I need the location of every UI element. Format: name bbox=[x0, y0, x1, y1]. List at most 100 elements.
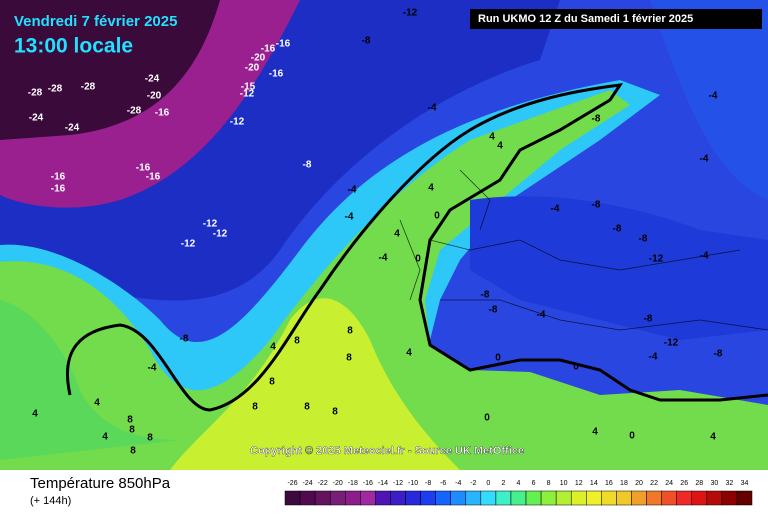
colorbar-cell bbox=[601, 490, 617, 506]
isotherm-label: 0 bbox=[573, 362, 579, 373]
colorbar-label: 0 bbox=[486, 480, 490, 487]
colorbar-label: -4 bbox=[455, 480, 461, 487]
colorbar-cell bbox=[676, 490, 692, 506]
colorbar-cell bbox=[375, 490, 391, 506]
isotherm-label: 4 bbox=[497, 141, 503, 152]
colorbar-label: 24 bbox=[665, 480, 673, 487]
copyright: Copyright © 2025 Meteociel.fr - Source U… bbox=[250, 445, 524, 457]
isotherm-label: -12 bbox=[403, 8, 418, 19]
colorbar-cell bbox=[329, 490, 346, 506]
isotherm-label: -8 bbox=[639, 234, 648, 245]
isotherm-label: 8 bbox=[147, 433, 153, 444]
isotherm-label: -20 bbox=[147, 91, 162, 102]
isotherm-label: -24 bbox=[145, 74, 160, 85]
isotherm-label: 8 bbox=[346, 353, 352, 364]
isotherm-label: -28 bbox=[28, 88, 43, 99]
isotherm-label: -8 bbox=[303, 160, 312, 171]
isotherm-label: -8 bbox=[592, 200, 601, 211]
isotherm-label: 4 bbox=[94, 398, 100, 409]
colorbar-label: -24 bbox=[303, 480, 313, 487]
isotherm-label: -16 bbox=[51, 184, 66, 195]
isotherm-label: -16 bbox=[146, 172, 161, 183]
colorbar-label: -16 bbox=[363, 480, 373, 487]
coastlines bbox=[65, 83, 768, 412]
isotherm-label: 0 bbox=[415, 254, 421, 265]
colorbar-cell bbox=[495, 490, 512, 506]
colorbar: -26 -24 -22 -20 -18 -16 -14 -12 -10 -8 -6 -4 -2 0 2 4 6 8… bbox=[284, 480, 753, 506]
isotherm-label: -8 bbox=[592, 114, 601, 125]
colorbar-label: 8 bbox=[547, 480, 551, 487]
colorbar-label: -2 bbox=[470, 480, 476, 487]
isotherm-label: -16 bbox=[276, 39, 291, 50]
colorbar-label: 4 bbox=[517, 480, 521, 487]
isotherm-label: -20 bbox=[245, 63, 260, 74]
isotherm-label: 0 bbox=[484, 413, 490, 424]
isotherm-label: -15 bbox=[241, 82, 256, 93]
run-info: Run UKMO 12 Z du Samedi 1 février 2025 bbox=[478, 13, 693, 25]
colorbar-cell bbox=[555, 490, 572, 506]
lead-time: (+ 144h) bbox=[30, 495, 71, 507]
isotherm-label: 4 bbox=[592, 427, 598, 438]
isotherm-label: -4 bbox=[345, 212, 354, 223]
borders bbox=[399, 169, 768, 331]
isotherm-label: 4 bbox=[32, 409, 38, 420]
isotherm-label: -16 bbox=[269, 69, 284, 80]
colorbar-cell bbox=[736, 490, 753, 506]
isotherm-label: 8 bbox=[252, 402, 258, 413]
isotherm-label: 4 bbox=[428, 183, 434, 194]
isotherm-label: -4 bbox=[700, 154, 709, 165]
colorbar-cell bbox=[631, 490, 647, 506]
colorbar-cell bbox=[360, 490, 376, 506]
colorbar-cell bbox=[345, 490, 361, 506]
map-background bbox=[0, 0, 768, 470]
isotherm-label: -4 bbox=[348, 185, 357, 196]
colorbar-cell bbox=[510, 490, 527, 506]
forecast-time: 13:00 locale bbox=[14, 35, 133, 58]
isotherm-label: 4 bbox=[710, 432, 716, 443]
colorbar-label: 34 bbox=[741, 480, 749, 487]
isotherm-label: -4 bbox=[537, 310, 546, 321]
isotherm-label: 8 bbox=[304, 402, 310, 413]
isotherm-label: -8 bbox=[362, 36, 371, 47]
variable-title: Température 850hPa bbox=[30, 475, 171, 492]
colorbar-label: 6 bbox=[532, 480, 536, 487]
isotherm-label: 8 bbox=[294, 336, 300, 347]
isotherm-label: -8 bbox=[613, 224, 622, 235]
isotherm-label: -4 bbox=[709, 91, 718, 102]
isotherm-label: -12 bbox=[213, 229, 228, 240]
colorbar-label: 30 bbox=[710, 480, 718, 487]
isotherm-label: 8 bbox=[130, 446, 136, 457]
colorbar-cell bbox=[586, 490, 602, 506]
isotherm-label: 8 bbox=[269, 377, 275, 388]
colorbar-cell bbox=[465, 490, 482, 506]
colorbar-cell bbox=[646, 490, 662, 506]
isotherm-label: -4 bbox=[551, 204, 560, 215]
isotherm-label: 8 bbox=[127, 415, 133, 426]
isotherm-label: -12 bbox=[230, 117, 245, 128]
colorbar-cell bbox=[390, 490, 406, 506]
colorbar-label: -18 bbox=[348, 480, 358, 487]
colorbar-label: 20 bbox=[635, 480, 643, 487]
colorbar-cell bbox=[314, 490, 331, 506]
isotherm-label: 8 bbox=[347, 326, 353, 337]
isotherm-label: -16 bbox=[51, 172, 66, 183]
colorbar-label: 2 bbox=[501, 480, 505, 487]
isotherm-label: -12 bbox=[181, 239, 196, 250]
isotherm-label: -4 bbox=[649, 352, 658, 363]
colorbar-cell bbox=[570, 490, 587, 506]
colorbar-label: -14 bbox=[378, 480, 388, 487]
isotherm-label: -4 bbox=[379, 253, 388, 264]
isotherm-label: 0 bbox=[495, 353, 501, 364]
isotherm-label: -16 bbox=[261, 44, 276, 55]
colorbar-label: -10 bbox=[408, 480, 418, 487]
isotherm-label: 4 bbox=[406, 348, 412, 359]
isotherm-label: 4 bbox=[102, 432, 108, 443]
colorbar-cell bbox=[661, 490, 677, 506]
colorbar-cell bbox=[691, 490, 708, 506]
colorbar-label: -6 bbox=[440, 480, 446, 487]
isotherm-label: 4 bbox=[270, 342, 276, 353]
colorbar-cell bbox=[299, 490, 316, 506]
isotherm-label: 4 bbox=[394, 229, 400, 240]
colorbar-cell bbox=[284, 490, 301, 506]
